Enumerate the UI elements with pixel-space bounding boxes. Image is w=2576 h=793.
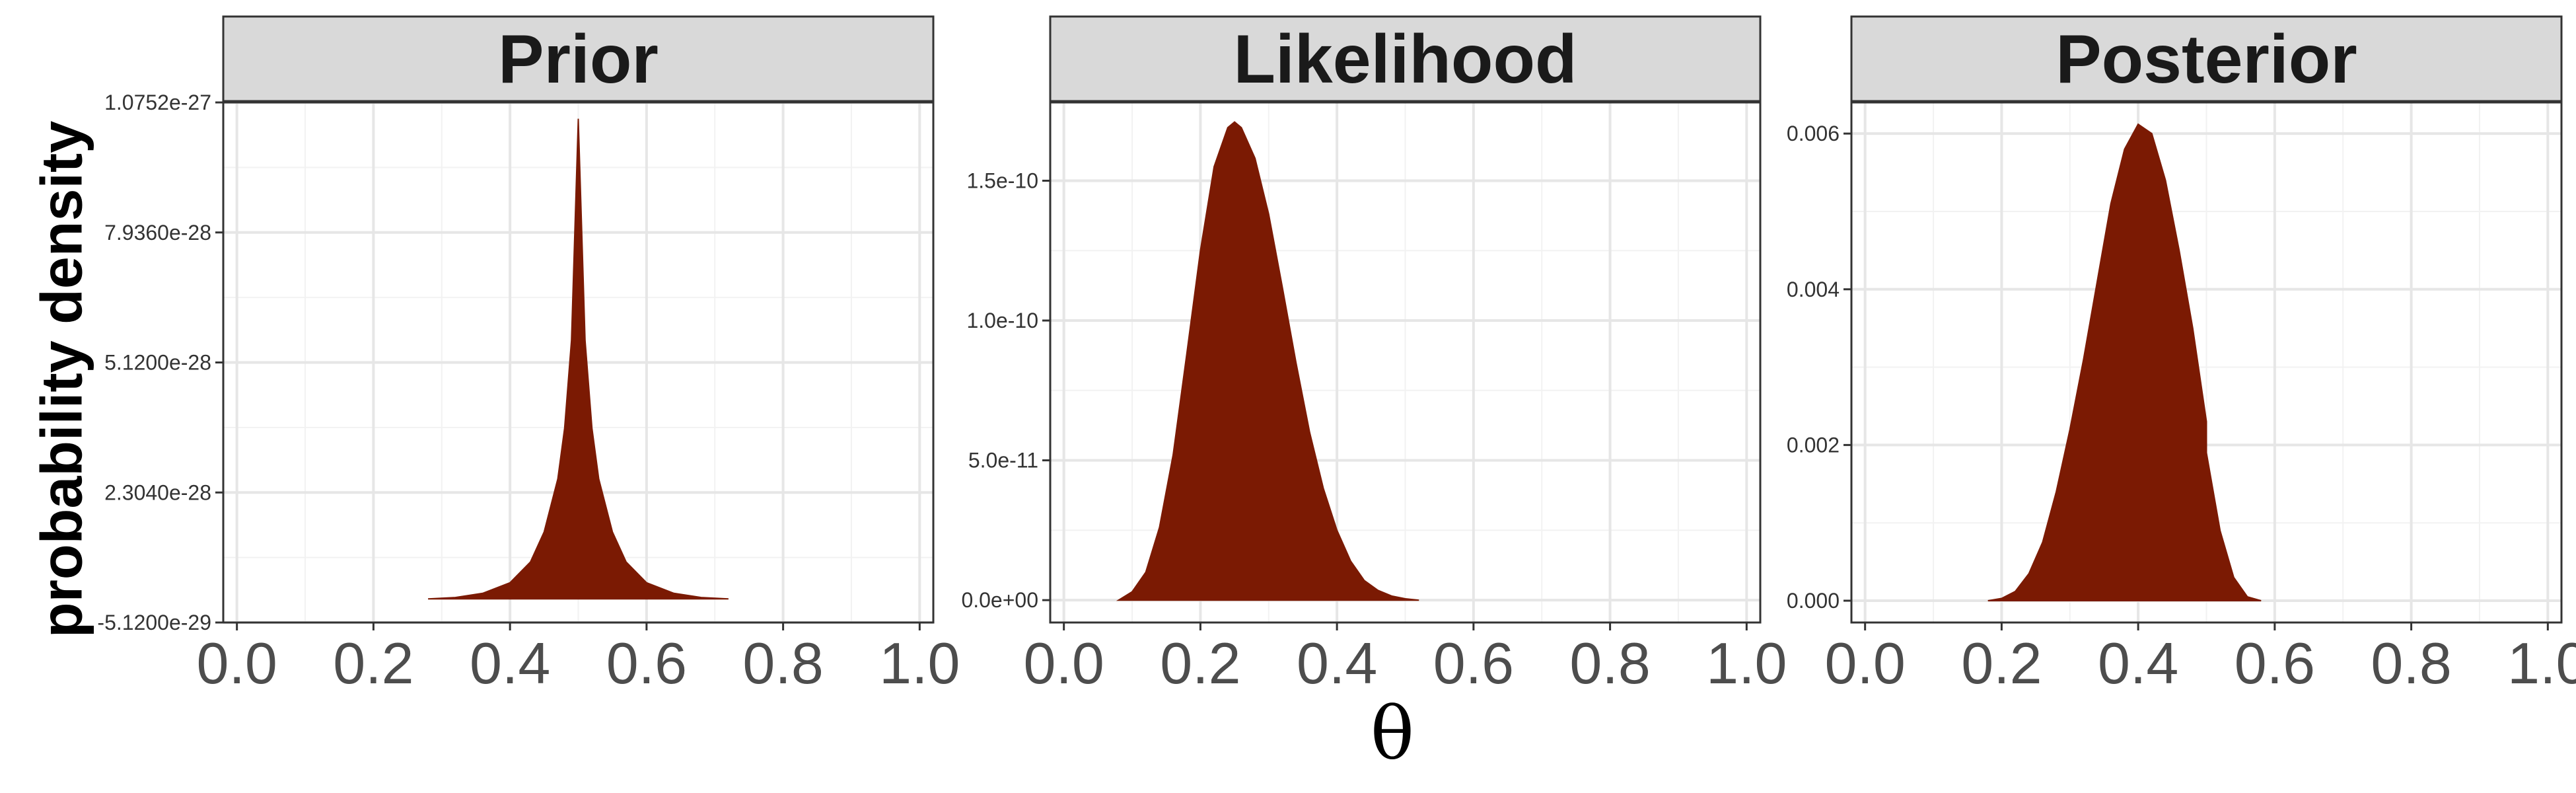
- y-tick-label: 1.0e-10: [966, 309, 1038, 332]
- density-area: [1116, 121, 1419, 601]
- x-tick-label: 0.4: [2098, 630, 2178, 696]
- y-tick-label: 0.004: [1787, 278, 1840, 301]
- panel-border: [1049, 101, 1762, 624]
- panel-border: [1850, 101, 2563, 624]
- facet-title: Likelihood: [1234, 21, 1577, 98]
- y-tick-label: 7.9360e-28: [104, 221, 211, 245]
- panel-posterior: Posterior 0.000 0.002 0.004 0.006 0.0 0.2 0.4 0.…: [1787, 15, 2576, 696]
- x-tick-label: 0.2: [1160, 630, 1240, 696]
- x-tick-label: 0.0: [197, 630, 277, 696]
- x-tick-label: 1.0: [879, 630, 960, 696]
- facet-title: Posterior: [2056, 21, 2357, 98]
- y-tick-label: 1.0752e-27: [104, 91, 211, 114]
- y-tick-label: 1.5e-10: [966, 169, 1038, 192]
- panel-likelihood: Likelihood 0.0e+00 5.0e-11 1.0e-10 1.5e-10 0.…: [961, 15, 1787, 696]
- x-tick-label: 0.6: [1433, 630, 1514, 696]
- y-tick-label: 0.000: [1787, 589, 1840, 613]
- facet-strip: [1850, 15, 2563, 102]
- density-area: [1987, 123, 2262, 601]
- x-tick-label: 0.6: [606, 630, 687, 696]
- x-tick-label: 0.2: [1961, 630, 2042, 696]
- y-axis-label: probability density: [28, 121, 94, 638]
- facet-panels: Prior -5.1200e-29 2.3040e-28 5.1200e-28 7.93…: [97, 15, 2576, 696]
- x-tick-label: 0.0: [1024, 630, 1104, 696]
- x-tick-label: 0.8: [742, 630, 823, 696]
- y-tick-label: -5.1200e-29: [97, 611, 211, 634]
- y-tick-label: 2.3040e-28: [104, 480, 211, 504]
- y-tick-label: 5.0e-11: [968, 449, 1038, 472]
- x-tick-label: 0.4: [470, 630, 550, 696]
- x-axis-label: θ: [1371, 691, 1414, 776]
- x-tick-label: 0.8: [1569, 630, 1650, 696]
- y-tick-label: 5.1200e-28: [104, 351, 211, 375]
- facet-strip: [222, 15, 935, 102]
- x-tick-label: 1.0: [2507, 630, 2576, 696]
- facet-strip: [1049, 15, 1762, 102]
- x-tick-label: 1.0: [1706, 630, 1787, 696]
- x-tick-label: 0.4: [1297, 630, 1377, 696]
- x-tick-label: 0.6: [2235, 630, 2315, 696]
- facet-title: Prior: [498, 21, 659, 98]
- panel-prior: Prior -5.1200e-29 2.3040e-28 5.1200e-28 7.93…: [97, 15, 960, 696]
- x-tick-label: 0.0: [1825, 630, 1906, 696]
- y-tick-label: 0.002: [1787, 433, 1840, 457]
- x-tick-label: 0.2: [333, 630, 413, 696]
- y-tick-label: 0.006: [1787, 122, 1840, 145]
- density-area: [428, 118, 729, 600]
- x-tick-label: 0.8: [2371, 630, 2451, 696]
- y-tick-label: 0.0e+00: [961, 588, 1038, 612]
